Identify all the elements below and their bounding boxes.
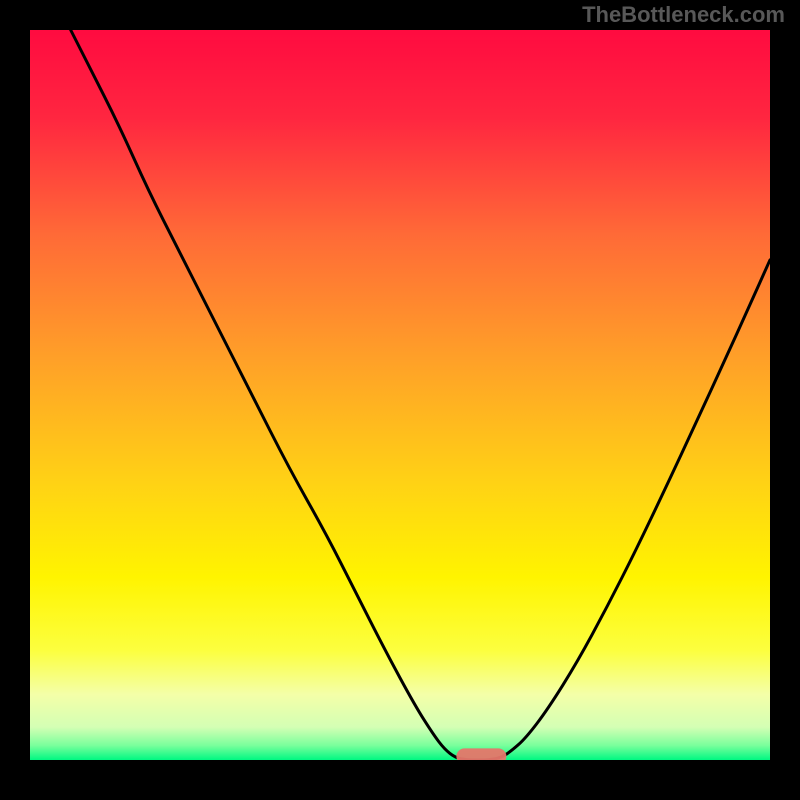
watermark-text: TheBottleneck.com — [582, 2, 785, 27]
chart-plot-area — [30, 30, 770, 760]
chart-container: TheBottleneck.com — [0, 0, 800, 800]
x-axis-bar — [30, 760, 770, 770]
bottleneck-curve-chart: TheBottleneck.com — [0, 0, 800, 800]
